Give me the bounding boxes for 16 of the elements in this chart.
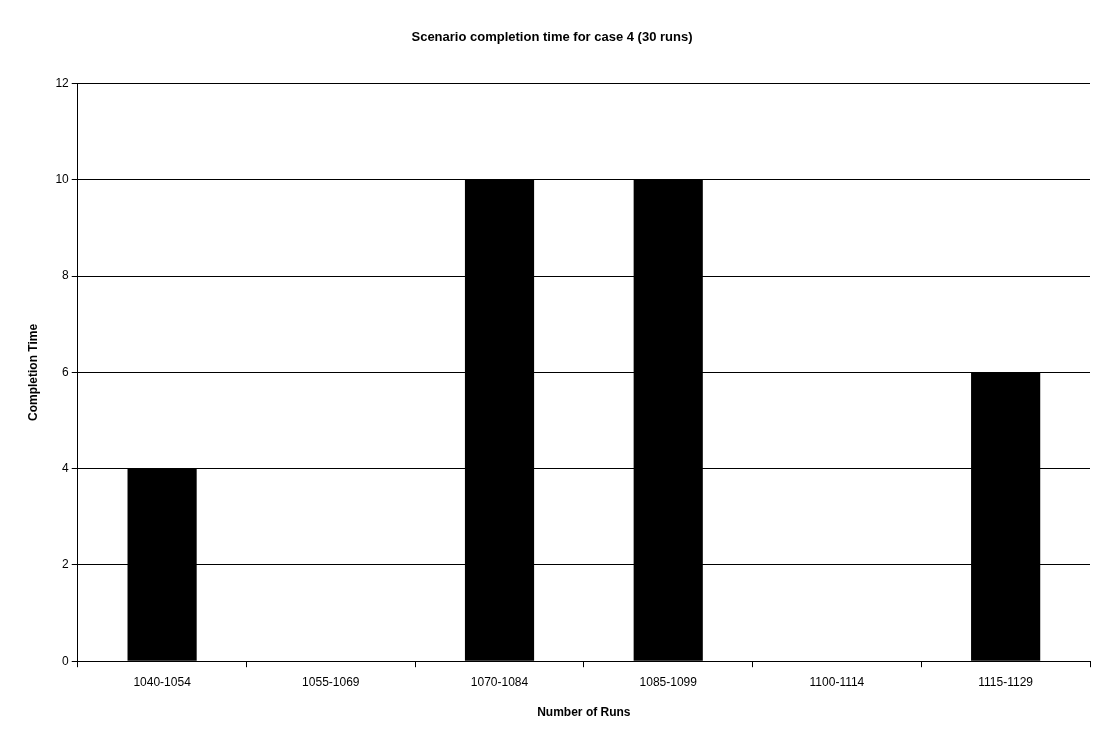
x-tick-label: 1055-1069 <box>302 674 360 689</box>
y-tick-label: 8 <box>62 268 70 283</box>
chart-title: Scenario completion time for case 4 (30 runs) <box>411 29 693 45</box>
y-tick-label: 2 <box>62 557 70 572</box>
y-tick-label: 10 <box>55 172 70 187</box>
y-tick-label: 4 <box>62 460 70 475</box>
x-tick-label: 1085-1099 <box>639 674 698 689</box>
y-tick-label: 0 <box>62 653 70 668</box>
y-axis-title: Completion Time <box>25 323 40 421</box>
x-tick-label: 1070-1084 <box>470 674 529 689</box>
x-tick-label: 1115-1129 <box>978 674 1034 689</box>
x-tick-label: 1040-1054 <box>133 674 192 689</box>
x-tick-label: 1100-1114 <box>809 674 865 689</box>
y-tick-label: 12 <box>55 75 70 90</box>
y-tick-label: 6 <box>62 364 70 379</box>
x-axis-title: Number of Runs <box>537 705 631 720</box>
